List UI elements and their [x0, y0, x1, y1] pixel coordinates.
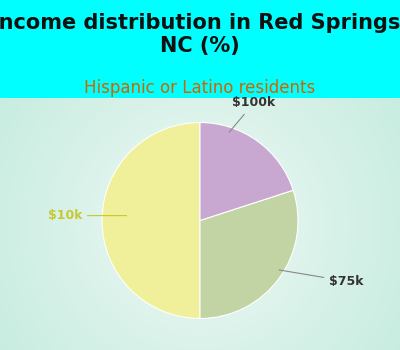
Text: $100k: $100k [229, 96, 276, 132]
Text: $75k: $75k [279, 270, 364, 288]
Text: Income distribution in Red Springs,
NC (%): Income distribution in Red Springs, NC (… [0, 13, 400, 56]
Wedge shape [200, 122, 293, 220]
Text: $10k: $10k [48, 209, 127, 222]
Wedge shape [102, 122, 200, 318]
Text: Hispanic or Latino residents: Hispanic or Latino residents [84, 79, 316, 97]
Wedge shape [200, 190, 298, 318]
